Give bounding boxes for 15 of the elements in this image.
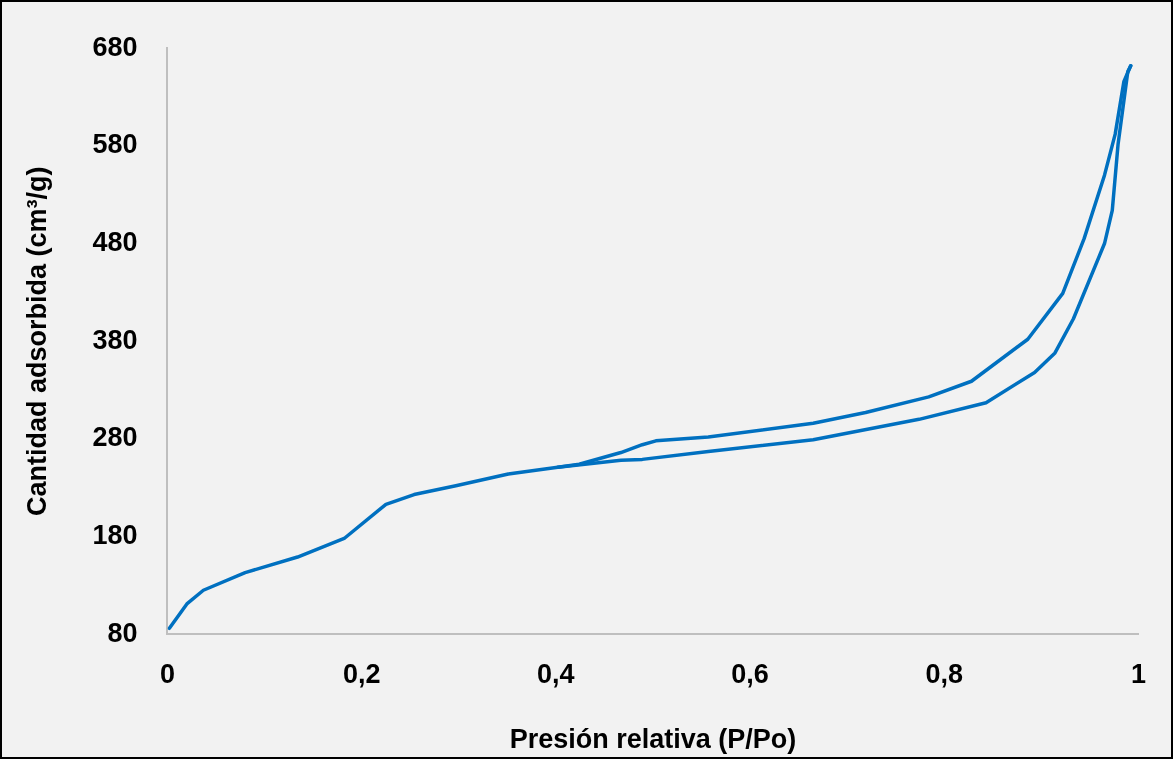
x-tick-label: 0,6	[731, 658, 769, 689]
x-tick-label: 1	[1130, 658, 1147, 689]
x-tick-label: 0,4	[537, 658, 575, 689]
y-tick-label: 580	[92, 129, 138, 160]
y-tick-label: 680	[92, 31, 138, 62]
y-tick-label: 80	[107, 617, 138, 648]
x-tick-label: 0,8	[925, 658, 964, 689]
x-tick-label: 0	[159, 658, 175, 689]
y-tick-label: 480	[92, 226, 138, 257]
y-tick-label: 280	[92, 422, 138, 453]
x-axis-title: Presión relativa (P/Po)	[509, 724, 797, 755]
y-axis-title: Cantidad adsorbida (cm³/g)	[21, 166, 52, 516]
y-tick-label: 380	[92, 324, 138, 355]
x-tick-label: 0,2	[342, 658, 381, 689]
y-tick-label: 180	[92, 519, 138, 550]
